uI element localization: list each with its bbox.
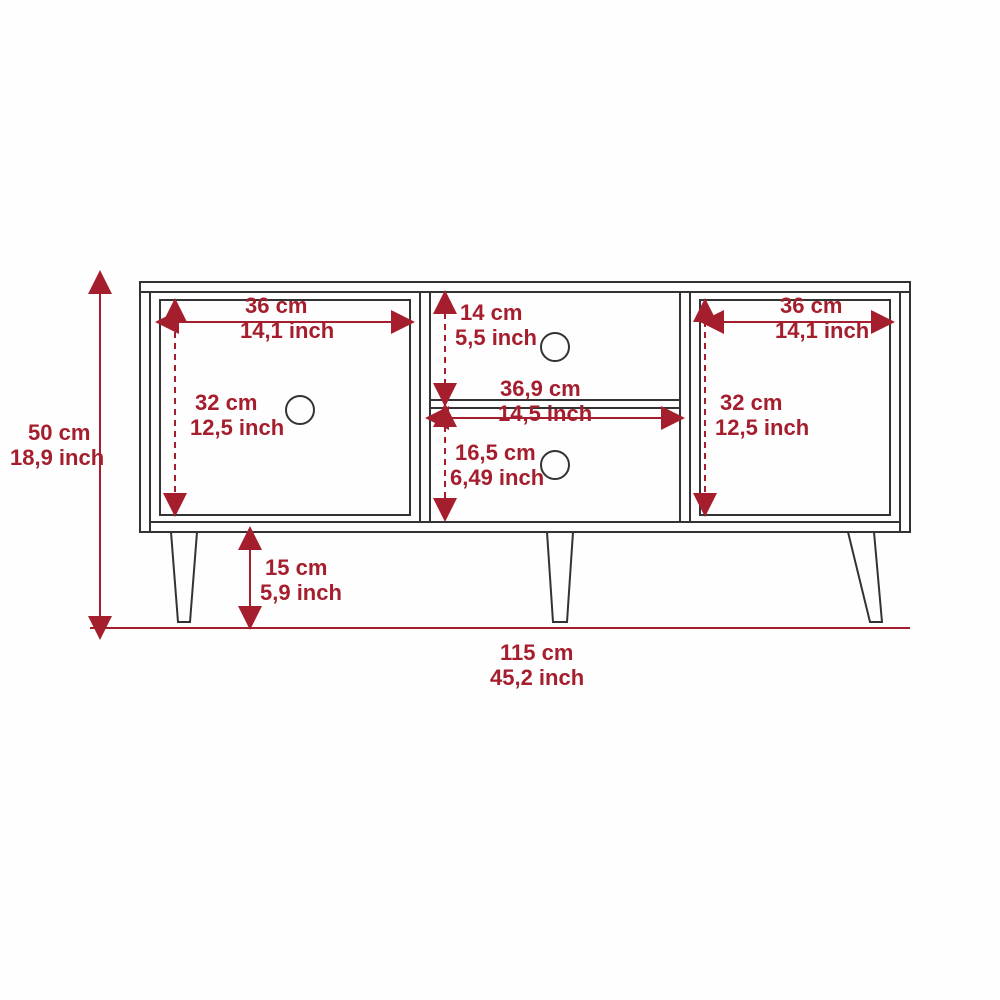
dimensions-layer: 50 cm 18,9 inch 115 cm 45,2 inch 36 cm 1…: [10, 282, 910, 690]
mid-top-knob-hole: [541, 333, 569, 361]
leg-middle: [547, 532, 573, 622]
dim-leg-height-cm: 15 cm: [265, 555, 327, 580]
leg-left: [171, 532, 197, 622]
dim-mid-bottom-cm: 16,5 cm: [455, 440, 536, 465]
dim-mid-top-cm: 14 cm: [460, 300, 522, 325]
dim-left-height-cm: 32 cm: [195, 390, 257, 415]
dim-right-width-cm: 36 cm: [780, 293, 842, 318]
dimension-drawing: 50 cm 18,9 inch 115 cm 45,2 inch 36 cm 1…: [0, 0, 1000, 1000]
dim-right-height-cm: 32 cm: [720, 390, 782, 415]
dim-overall-height-cm: 50 cm: [28, 420, 90, 445]
dim-overall-width-inch: 45,2 inch: [490, 665, 584, 690]
dim-overall-height-inch: 18,9 inch: [10, 445, 104, 470]
dim-left-width-cm: 36 cm: [245, 293, 307, 318]
dim-overall-width-cm: 115 cm: [500, 640, 573, 665]
dim-leg-height-inch: 5,9 inch: [260, 580, 342, 605]
left-knob-hole: [286, 396, 314, 424]
dim-mid-top-inch: 5,5 inch: [455, 325, 537, 350]
leg-right: [848, 532, 882, 622]
dim-left-height-inch: 12,5 inch: [190, 415, 284, 440]
dim-mid-width-cm: 36,9 cm: [500, 376, 581, 401]
dim-right-height-inch: 12,5 inch: [715, 415, 809, 440]
mid-bottom-knob-hole: [541, 451, 569, 479]
dim-mid-bottom-inch: 6,49 inch: [450, 465, 544, 490]
dim-mid-width-inch: 14,5 inch: [498, 401, 592, 426]
dim-right-width-inch: 14,1 inch: [775, 318, 869, 343]
dim-left-width-inch: 14,1 inch: [240, 318, 334, 343]
